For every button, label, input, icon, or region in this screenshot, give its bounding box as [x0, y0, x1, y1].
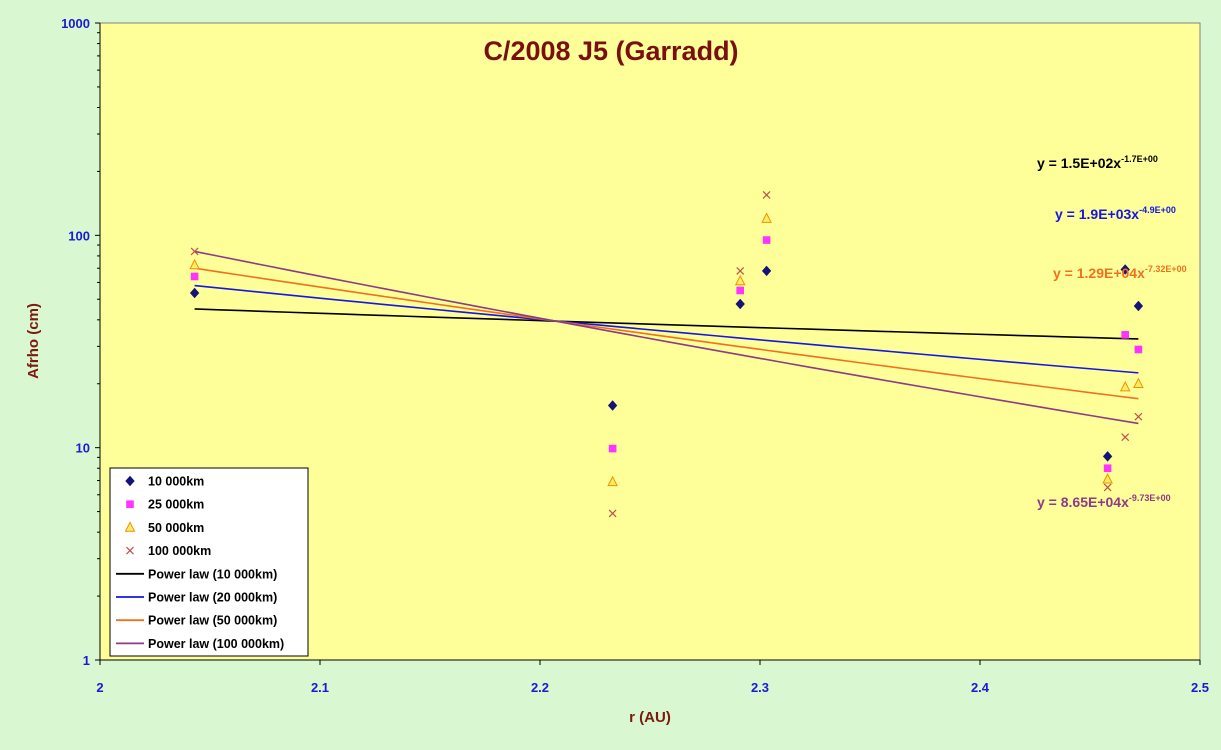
data-point [1119, 380, 1131, 392]
data-point [1134, 412, 1143, 421]
data-point [1103, 464, 1112, 473]
legend-label: Power law (10 000km) [148, 567, 277, 581]
y-tick-label: 100 [68, 228, 90, 243]
data-point [608, 444, 617, 453]
trendline [194, 267, 1139, 400]
y-axis-label: Afrho (cm) [25, 303, 42, 379]
data-point [735, 298, 745, 310]
legend-label: Power law (20 000km) [148, 591, 277, 605]
trendline-equation: y = 1.9E+03x-4.9E+00 [1055, 205, 1176, 222]
x-axis-label: r (AU) [629, 709, 671, 726]
x-tick-label: 2.3 [751, 680, 769, 695]
data-point [607, 400, 618, 411]
legend: 10 000km 25 000km 50 000km 100 000km Power l… [109, 467, 309, 657]
data-point [190, 247, 199, 256]
legend-marker [126, 546, 134, 555]
trendlines [194, 250, 1139, 425]
data-point [1133, 300, 1144, 312]
trendline [194, 250, 1139, 425]
x-tick-label: 2.2 [531, 680, 549, 695]
data-point [1120, 264, 1130, 275]
data-point [190, 272, 199, 281]
legend-label: 50 000km [148, 521, 204, 535]
data-point [734, 274, 746, 286]
data-point [736, 266, 745, 275]
data-point [761, 265, 772, 277]
legend-marker [126, 500, 134, 508]
trendline-equation: y = 8.65E+04x-9.73E+00 [1037, 493, 1171, 510]
x-tick-label: 2 [96, 680, 103, 695]
data-point [1102, 473, 1113, 484]
legend-box [109, 467, 309, 657]
legend-label: 10 000km [148, 475, 204, 489]
x-tick-label: 2.1 [311, 680, 329, 695]
legend-label: Power law (50 000km) [148, 614, 277, 628]
y-tick-label: 10 [76, 441, 90, 456]
legend-marker [124, 521, 136, 532]
data-point [762, 236, 771, 244]
data-point [1134, 345, 1143, 354]
trendline [194, 308, 1139, 340]
data-point [1133, 377, 1144, 389]
data-point [761, 212, 772, 223]
x-tick-label: 2.5 [1191, 680, 1209, 695]
x-axis-ticks: 2 2.1 2.2 2.3 2.4 2.5 [96, 659, 1209, 695]
trendline-equation: y = 1.29E+04x-7.32E+00 [1053, 264, 1187, 281]
data-point [189, 258, 200, 270]
y-tick-label: 1 [83, 653, 90, 668]
trendline-equations: y = 1.5E+02x-1.7E+00 y = 1.9E+03x-4.9E+00… [1037, 154, 1187, 510]
y-tick-label: 1000 [61, 16, 90, 31]
data-point [1121, 433, 1130, 442]
data-point [189, 287, 200, 299]
chart-title: C/2008 J5 (Garradd) [483, 36, 738, 66]
legend-label: 25 000km [148, 498, 204, 512]
x-tick-label: 2.4 [971, 680, 990, 695]
data-point [1103, 483, 1112, 492]
y-axis-ticks: 1 10 100 1000 [61, 16, 101, 668]
trendline-equation: y = 1.5E+02x-1.7E+00 [1037, 154, 1158, 171]
trendline [194, 284, 1139, 374]
data-point [1102, 451, 1113, 462]
data-points [189, 190, 1144, 518]
legend-label: 100 000km [148, 544, 211, 558]
data-point [607, 475, 618, 487]
legend-label: Power law (100 000km) [148, 637, 284, 651]
data-point [736, 286, 744, 295]
data-point [762, 190, 771, 199]
legend-marker [125, 475, 135, 487]
data-point [1121, 331, 1129, 339]
data-point [608, 509, 617, 518]
